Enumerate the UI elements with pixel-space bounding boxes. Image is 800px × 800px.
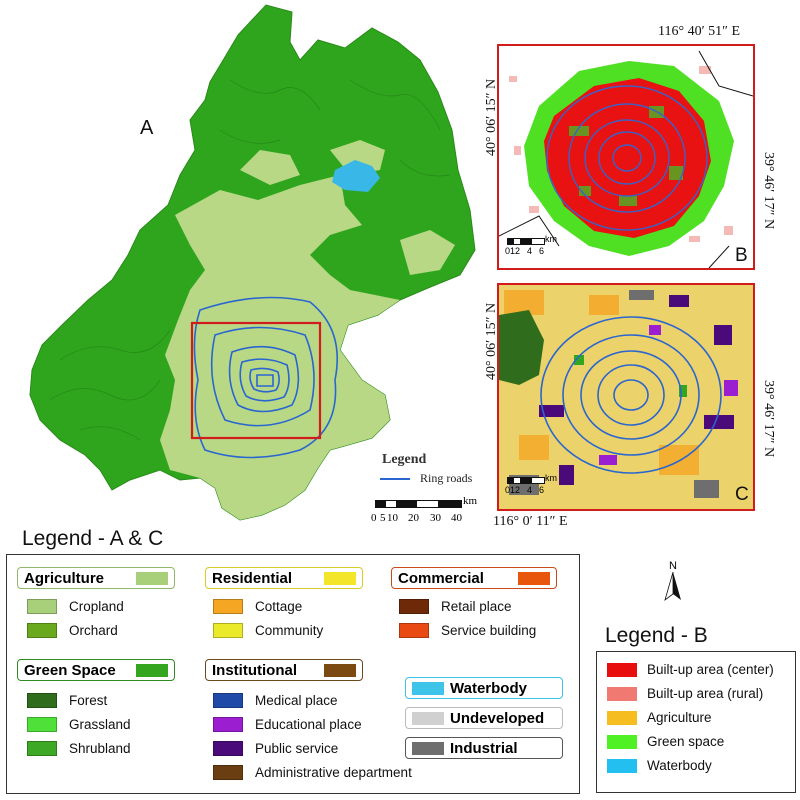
scale-bar-b-unit: km — [545, 234, 557, 244]
scale-bar-a-unit: km — [463, 495, 478, 507]
map-a-legend-title: Legend — [382, 452, 427, 467]
legend-item-cottage: Cottage — [213, 599, 302, 614]
legend-b-title: Legend - B — [605, 624, 708, 647]
map-a-extent-box — [190, 321, 322, 440]
scale-bar-c-unit: km — [545, 473, 557, 483]
scale-bar-a — [375, 500, 462, 508]
legend-item-service-building: Service building — [399, 623, 536, 638]
legend-item-shrubland: Shrubland — [27, 741, 131, 756]
plains-region — [160, 140, 455, 520]
legend-category-waterbody: Waterbody — [405, 677, 563, 699]
panel-c-map: km 0 1 2 4 6 C — [497, 283, 755, 511]
legend-b-item-agriculture: Agriculture — [607, 710, 712, 725]
legend-item-medical-place: Medical place — [213, 693, 338, 708]
legend-item-grassland: Grassland — [27, 717, 131, 732]
coord-c-right-lat: 39° 46′ 17″ N — [761, 380, 776, 458]
north-arrow-label: N — [669, 560, 677, 572]
legend-b-item-built-up-center: Built-up area (center) — [607, 662, 774, 677]
legend-item-public-service: Public service — [213, 741, 338, 756]
legend-item-community: Community — [213, 623, 323, 638]
north-arrow: N — [664, 560, 682, 607]
legend-category-institutional: Institutional — [205, 659, 363, 681]
coord-top-lon: 116° 40′ 51″ E — [658, 24, 741, 39]
legend-b-item-green-space: Green space — [607, 734, 724, 749]
ring-roads-line-icon — [380, 478, 410, 480]
legend-category-commercial: Commercial — [391, 567, 557, 589]
panel-label-a: A — [140, 117, 154, 139]
legend-category-undeveloped: Undeveloped — [405, 707, 563, 729]
scale-bar-c — [507, 477, 545, 484]
legend-item-administrative-department: Administrative department — [213, 765, 412, 780]
forest-texture — [49, 79, 451, 441]
legend-item-forest: Forest — [27, 693, 107, 708]
legend-category-agriculture: Agriculture — [17, 567, 175, 589]
ring-roads — [193, 296, 338, 459]
legend-item-retail-place: Retail place — [399, 599, 512, 614]
ring-roads-label: Ring roads — [420, 471, 473, 485]
legend-category-residential: Residential — [205, 567, 363, 589]
legend-category-green-space: Green Space — [17, 659, 175, 681]
coord-bottom-lon: 116° 0′ 11″ E — [493, 514, 568, 529]
legend-b-box: Built-up area (center) Built-up area (ru… — [596, 651, 796, 793]
coord-b-right-lat: 39° 46′ 17″ N — [761, 152, 776, 230]
scale-bar-b — [507, 238, 545, 245]
legend-item-orchard: Orchard — [27, 623, 118, 638]
legend-ac-box: Agriculture Cropland Orchard Green Space… — [6, 554, 580, 794]
reservoir — [332, 160, 380, 192]
legend-category-industrial: Industrial — [405, 737, 563, 759]
legend-b-item-built-up-rural: Built-up area (rural) — [607, 686, 763, 701]
legend-item-educational-place: Educational place — [213, 717, 362, 732]
legend-b-item-waterbody: Waterbody — [607, 758, 712, 773]
legend-item-cropland: Cropland — [27, 599, 124, 614]
north-arrow-icon — [664, 571, 681, 602]
panel-label-c: C — [735, 484, 749, 505]
legend-ac-title: Legend - A & C — [22, 527, 164, 550]
panel-b-map: km 0 1 2 4 6 B — [497, 44, 755, 270]
panel-label-b: B — [735, 245, 748, 266]
